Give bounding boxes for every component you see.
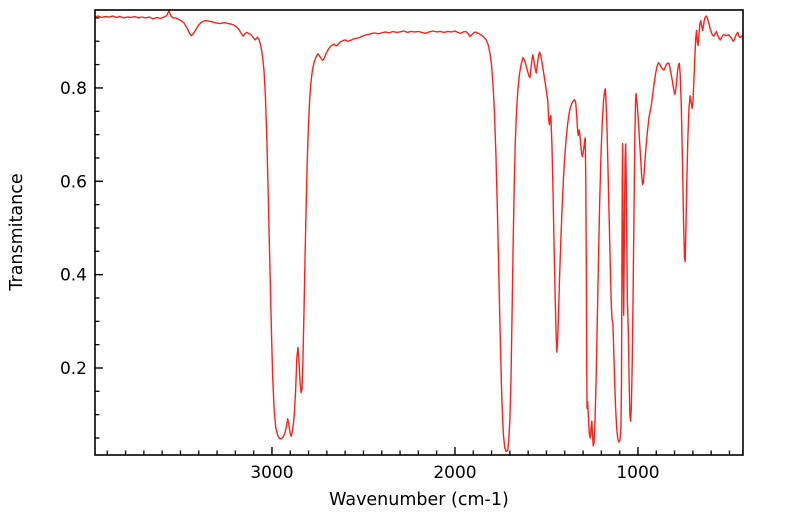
x-tick-label: 2000 xyxy=(433,463,476,483)
plot-frame xyxy=(94,9,744,456)
x-axis-title: Wavenumber (cm-1) xyxy=(329,490,509,510)
y-tick-label: 0.4 xyxy=(60,266,87,286)
spectrum-line xyxy=(94,9,744,453)
y-tick-label: 0.8 xyxy=(60,79,87,99)
y-tick-label: 0.6 xyxy=(60,172,87,192)
spectrum-series xyxy=(94,9,744,453)
plot-area xyxy=(95,10,743,455)
y-axis-title: Transmitance xyxy=(7,173,27,291)
y-tick-label: 0.2 xyxy=(60,359,87,379)
axis-tick-labels: 3000 2000 1000 0.2 0.4 0.6 0.8 xyxy=(60,79,660,483)
x-tick-label: 3000 xyxy=(250,463,293,483)
x-tick-label: 1000 xyxy=(616,463,659,483)
